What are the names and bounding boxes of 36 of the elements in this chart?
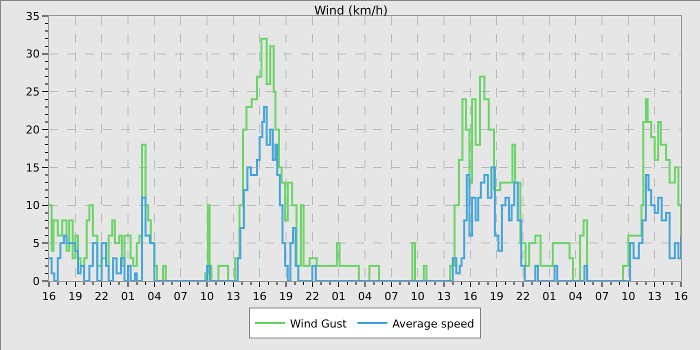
- x-tick-label: 22: [516, 290, 530, 304]
- x-tick-label: 13: [437, 290, 451, 304]
- x-tick-label: 10: [200, 290, 214, 304]
- x-tick-label: 16: [252, 290, 267, 304]
- x-tick-label: 10: [621, 290, 636, 304]
- x-tick-label: 19: [68, 290, 82, 304]
- x-tick-label: 19: [279, 290, 293, 304]
- x-tick-label: 04: [147, 290, 162, 304]
- y-tick-label: 30: [26, 48, 40, 61]
- y-tick-label: 35: [26, 10, 40, 23]
- y-tick-label: 25: [26, 86, 40, 99]
- chart-title: Wind (km/h): [314, 4, 388, 18]
- x-tick-label: 07: [174, 290, 188, 304]
- x-tick-label: 22: [94, 290, 109, 304]
- legend-label: Wind Gust: [290, 317, 348, 330]
- x-tick-label: 16: [674, 290, 688, 304]
- x-tick-label: 19: [490, 290, 504, 304]
- legend-label: Average speed: [392, 317, 474, 330]
- x-tick-label: 10: [410, 290, 425, 304]
- x-tick-label: 16: [42, 290, 56, 304]
- x-tick-label: 13: [648, 290, 662, 304]
- x-tick-label: 04: [568, 290, 583, 304]
- x-tick-label: 13: [226, 290, 240, 304]
- x-tick-label: 07: [595, 290, 609, 304]
- x-tick-label: 07: [384, 290, 398, 304]
- x-tick-label: 22: [305, 290, 320, 304]
- x-tick-label: 04: [358, 290, 372, 304]
- y-tick-label: 10: [26, 199, 40, 212]
- x-tick-label: 01: [121, 290, 135, 304]
- x-tick-label: 01: [542, 290, 556, 304]
- y-tick-label: 0: [32, 274, 40, 288]
- y-tick-label: 5: [32, 236, 40, 250]
- y-tick-label: 15: [26, 161, 40, 174]
- y-tick-label: 20: [26, 123, 40, 136]
- x-tick-label: 01: [332, 290, 346, 304]
- x-tick-label: 16: [463, 290, 478, 304]
